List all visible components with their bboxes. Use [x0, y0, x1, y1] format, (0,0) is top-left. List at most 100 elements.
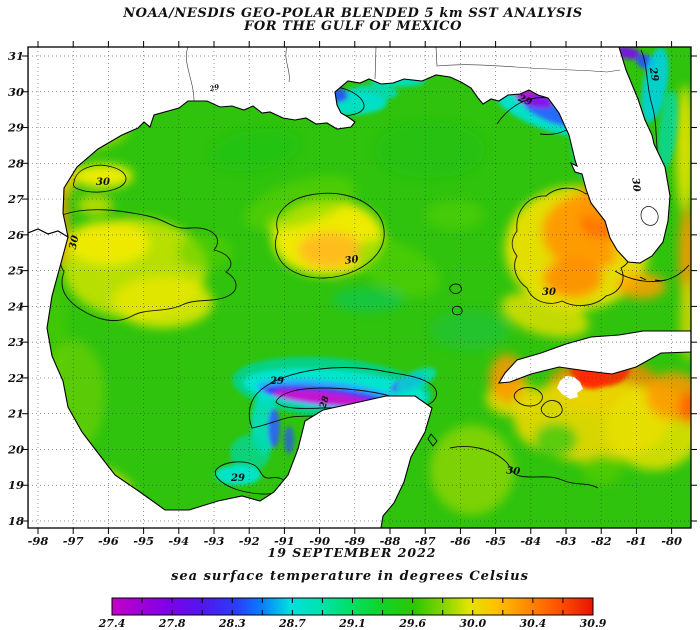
lat-tick-label: 22 — [7, 371, 24, 385]
lon-tick-label: -96 — [98, 534, 119, 548]
latitude-axis-labels: 31 30 29 28 27 26 25 24 23 22 21 20 19 18 — [7, 49, 24, 528]
florida-keys-outline — [427, 264, 690, 447]
lat-tick-label: 31 — [8, 49, 24, 63]
sst-blob — [268, 408, 280, 448]
sst-blob — [177, 234, 233, 270]
lon-tick-label: -82 — [591, 534, 612, 548]
lon-tick-label: -87 — [415, 534, 436, 548]
lat-tick-label: 19 — [8, 478, 24, 492]
colorbar-caption: sea surface temperature in degrees Celsi… — [171, 569, 529, 584]
lon-tick-label: -90 — [309, 534, 330, 548]
lon-tick-label: -92 — [239, 534, 260, 548]
lon-tick-label: -91 — [274, 534, 295, 548]
lat-tick-label: 18 — [8, 514, 24, 528]
lat-tick-label: 29 — [7, 121, 24, 135]
contour-label: 28 — [318, 394, 332, 411]
missing-data-patch — [557, 376, 583, 399]
sst-blob — [676, 85, 691, 215]
contour-label: 30 — [629, 177, 641, 192]
cozumel-outline — [427, 433, 438, 447]
longitude-axis-labels: -98 -97 -96 -95 -94 -93 -92 -91 -90 -89 -88 -87 -86-… — [28, 534, 682, 548]
lon-tick-label: -98 — [28, 534, 49, 548]
map-frame — [27, 46, 692, 529]
sst-blob — [616, 273, 666, 299]
date-label: 19 SEPTEMBER 2022 — [268, 545, 437, 560]
contour-label: 29 — [515, 93, 533, 109]
colorbar-tick-label: 29.6 — [398, 617, 426, 630]
sst-blob — [430, 425, 514, 515]
lon-tick-label: -89 — [344, 534, 365, 548]
sst-blob — [576, 369, 608, 389]
sst-blob — [534, 423, 578, 457]
sst-blob — [244, 175, 356, 231]
sst-blob — [641, 47, 669, 123]
figure-title-line2: FOR THE GULF OF MEXICO — [243, 19, 462, 34]
lon-tick-label: -93 — [204, 534, 225, 548]
sst-blob — [210, 128, 300, 172]
sst-blob — [375, 122, 485, 178]
lat-tick-label: 20 — [7, 442, 24, 456]
lon-tick-label: -95 — [133, 534, 154, 548]
lat-tick-label: 23 — [7, 335, 24, 349]
sst-blob — [298, 232, 362, 268]
sst-blob — [658, 90, 678, 170]
contour-label: 30 — [506, 465, 521, 477]
lat-tick-label: 27 — [7, 192, 24, 206]
lon-tick-label: -80 — [661, 534, 682, 548]
lon-tick-label: -81 — [626, 534, 647, 548]
colorbar-tick-labels: 27.4 27.8 28.3 28.7 29.1 29.6 30.0 30.4 30.9 — [98, 617, 607, 630]
sst-blob — [113, 276, 213, 328]
colorbar-tick-label: 28.3 — [218, 617, 246, 630]
lat-tick-label: 28 — [7, 156, 24, 170]
sst-blob — [73, 164, 133, 188]
sst-blob — [66, 221, 150, 265]
lat-tick-label: 24 — [7, 299, 24, 313]
land-mexico — [28, 228, 433, 528]
colorbar-tick-label: 28.7 — [278, 617, 306, 630]
lat-tick-label: 30 — [8, 85, 24, 99]
colorbar-tick-label: 30.9 — [580, 617, 607, 630]
lat-tick-label: 25 — [7, 264, 24, 278]
sst-blob — [395, 367, 437, 393]
sst-blob — [543, 258, 603, 298]
colorbar-tick-label: 30.4 — [519, 617, 546, 630]
sst-blob — [582, 455, 622, 485]
colorbar-tick-label: 30.0 — [459, 617, 486, 630]
contour-labels: 30 30 30 30 29 28 29 30 29 29 30 29 — [68, 66, 660, 484]
colorbar: 27.4 27.8 28.3 28.7 29.1 29.6 30.0 30.4 30.9 — [98, 597, 607, 630]
lon-tick-label: -94 — [168, 534, 189, 548]
contour-label: 30 — [542, 287, 556, 298]
sst-blob — [77, 195, 113, 215]
contour-label: 29 — [269, 376, 284, 387]
lat-tick-label: 26 — [7, 228, 24, 242]
sst-blob — [430, 310, 510, 350]
lat-tick-label: 21 — [7, 407, 24, 421]
sst-blob — [425, 200, 485, 230]
contour-label: 29 — [647, 66, 660, 83]
sst-blob — [284, 426, 294, 454]
lon-tick-label: -88 — [380, 534, 401, 548]
lon-tick-label: -84 — [520, 534, 541, 548]
lake-okeechobee-outline — [640, 206, 659, 226]
sst-blob — [332, 288, 404, 312]
sst-blob — [646, 372, 691, 420]
colorbar-ticks — [111, 598, 594, 615]
figure-title-line1: NOAA/NESDIS GEO-POLAR BLENDED 5 km SST A… — [122, 6, 583, 21]
contour-label: 29 — [230, 473, 245, 484]
state-borders — [186, 47, 621, 102]
contour-label: 29 — [208, 82, 221, 94]
lon-tick-label: -86 — [450, 534, 471, 548]
lon-tick-label: -85 — [485, 534, 506, 548]
land-cuba — [497, 330, 691, 384]
axis-ticks — [22, 41, 697, 534]
lon-tick-label: -83 — [556, 534, 577, 548]
land-usa-florida — [28, 47, 671, 264]
map-plot-area: 30 30 30 30 29 28 29 30 29 29 30 29 — [28, 47, 691, 528]
sst-blob — [273, 390, 373, 406]
colorbar-tick-label: 27.8 — [158, 617, 186, 630]
land-masses — [28, 47, 691, 528]
contour-label: 30 — [344, 254, 359, 267]
sst-blob — [679, 205, 691, 305]
